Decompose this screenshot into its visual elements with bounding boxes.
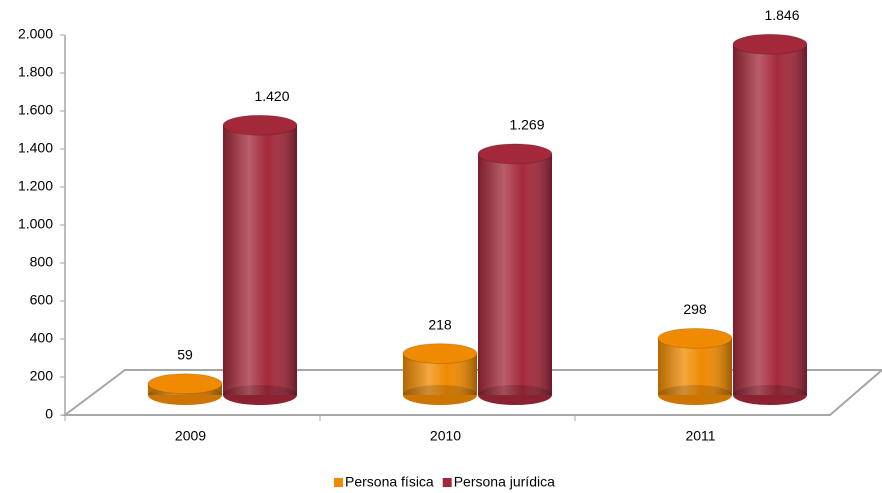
data-label: 1.420: [254, 88, 289, 104]
data-label: 298: [683, 301, 707, 317]
cylinder: [657, 327, 733, 405]
legend-label: Persona jurídica: [454, 474, 555, 490]
x-tick-label: 2011: [685, 428, 715, 444]
y-tick-label: 800: [30, 254, 54, 270]
cylinder-top: [732, 33, 808, 55]
bar-shading-base: [733, 385, 807, 405]
y-tick-label: 400: [30, 330, 54, 346]
x-tick-label: 2009: [175, 428, 206, 444]
bar-shading: [478, 153, 552, 395]
y-tick-label: 1.200: [18, 178, 53, 194]
y-tick-label: 2.000: [18, 26, 53, 42]
cylinder: [147, 373, 223, 405]
cylinder-top: [147, 373, 223, 395]
bar-shading: [223, 125, 297, 395]
bar-shading-base: [223, 385, 297, 405]
y-tick-label: 1.600: [18, 102, 53, 118]
legend-swatch: [334, 478, 343, 487]
cylinder: [402, 343, 478, 405]
bar-shading-base: [658, 385, 732, 405]
y-tick-label: 1.000: [18, 216, 53, 232]
cylinder-top: [657, 327, 733, 349]
bar-shading-base: [403, 385, 477, 405]
y-tick-label: 600: [30, 292, 54, 308]
legend-swatch: [442, 478, 452, 487]
cylinder-top: [222, 114, 298, 136]
cylinder: [732, 33, 808, 405]
cylinder: [477, 143, 553, 405]
data-label: 1.269: [509, 117, 544, 133]
cylinder-top: [402, 343, 478, 365]
x-tick-label: 2010: [430, 428, 461, 444]
data-label: 218: [428, 316, 452, 332]
bar-shading: [733, 44, 807, 395]
y-tick-label: 1.400: [18, 140, 53, 156]
cylinder: [222, 114, 298, 405]
cylinder-top: [477, 143, 553, 165]
y-tick-label: 200: [30, 368, 54, 384]
bar-shading-base: [478, 385, 552, 405]
data-label: 1.846: [764, 7, 799, 23]
legend-label: Persona física: [345, 474, 434, 490]
data-label: 59: [177, 346, 193, 362]
y-tick-label: 0: [45, 406, 53, 422]
y-tick-label: 1.800: [18, 64, 53, 80]
